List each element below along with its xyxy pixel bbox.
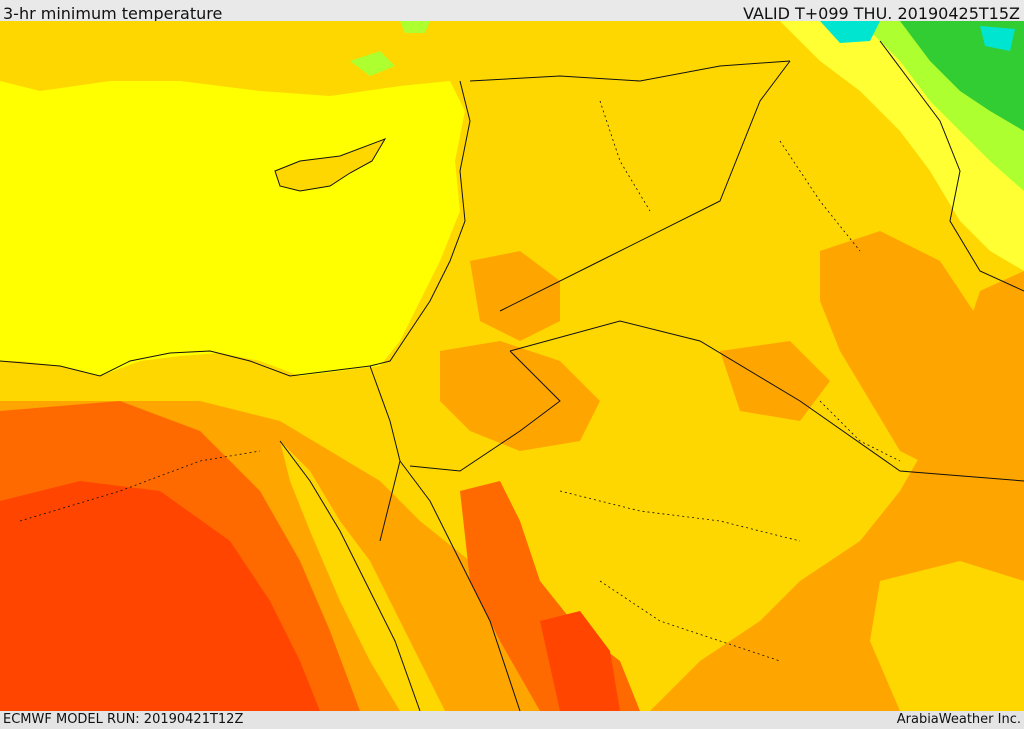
warm-patch-syria [470, 251, 560, 341]
map-title: 3-hr minimum temperature [3, 4, 223, 23]
valid-time: VALID T+099 THU. 20190425T15Z [743, 4, 1020, 23]
border-egypt-israel [369, 365, 401, 542]
header-bar: 3-hr minimum temperature VALID T+099 THU… [0, 0, 1024, 23]
province-line-4 [19, 450, 261, 522]
coastline-levant [369, 80, 471, 367]
colder-zone-northeast [900, 21, 1024, 131]
province-line-6 [819, 400, 901, 462]
warm-patch-central [720, 341, 830, 421]
cold-patch-turkey-2 [400, 21, 430, 33]
province-line-5 [599, 580, 781, 662]
warm-patch-iraq [820, 231, 1000, 471]
mild-zone-east [870, 561, 1024, 711]
coastline-egypt [0, 350, 371, 377]
province-line-3 [559, 490, 801, 542]
hotter-zone-hejaz [540, 611, 620, 711]
border-saudi-iraq [509, 320, 1024, 482]
footer-bar: ECMWF MODEL RUN: 20190421T12Z ArabiaWeat… [0, 711, 1024, 729]
coastline-red-sea-west [279, 440, 421, 711]
warm-patch-jordan [440, 341, 600, 451]
credit-text: ArabiaWeather Inc. [896, 712, 1021, 727]
border-turkey-syria [469, 60, 791, 82]
temperature-map[interactable] [0, 21, 1024, 711]
cyprus-coast [274, 138, 387, 192]
coastline-red-sea-east [399, 460, 521, 711]
cold-patch-turkey [350, 51, 395, 76]
hotter-zone-egypt [0, 481, 320, 711]
cyprus [275, 139, 385, 191]
coldest-patch-2 [980, 26, 1015, 51]
borders [0, 40, 1024, 711]
provincial-borders [19, 100, 901, 662]
map-canvas [0, 21, 1024, 711]
border-iran-iraq [879, 40, 1024, 292]
border-jordan-saudi [409, 350, 561, 472]
border-syria-iraq [499, 60, 791, 312]
mild-zone-arabia [560, 431, 720, 581]
model-run: ECMWF MODEL RUN: 20190421T12Z [3, 712, 244, 727]
coldest-patch-1 [820, 21, 880, 43]
mediterranean-sea [0, 81, 465, 376]
province-line-1 [599, 100, 651, 212]
